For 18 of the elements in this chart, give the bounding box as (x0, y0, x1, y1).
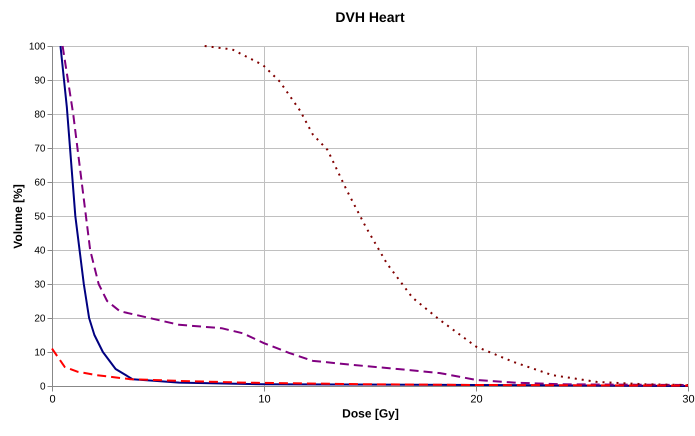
y-tick-label: 0 (40, 382, 46, 392)
y-tick-label: 10 (34, 348, 46, 358)
y-tick-label: 70 (34, 144, 46, 154)
y-tick-label: 100 (28, 42, 46, 52)
y-tick-label: 50 (34, 212, 46, 222)
y-tick-label: 90 (34, 76, 46, 86)
y-tick-label: 20 (34, 314, 46, 324)
chart-title: DVH Heart (335, 9, 405, 25)
x-tick-label: 0 (49, 394, 56, 406)
x-tick-label: 30 (682, 394, 695, 406)
x-tick-label: 10 (258, 394, 271, 406)
y-tick-label: 80 (34, 110, 46, 120)
y-axis-title: Volume [%] (10, 184, 25, 249)
y-tick-label: 40 (34, 246, 46, 256)
x-tick-label: 20 (470, 394, 483, 406)
y-tick-label: 30 (34, 280, 46, 290)
y-tick-label: 60 (34, 178, 46, 188)
x-axis-title: Dose [Gy] (342, 406, 399, 420)
